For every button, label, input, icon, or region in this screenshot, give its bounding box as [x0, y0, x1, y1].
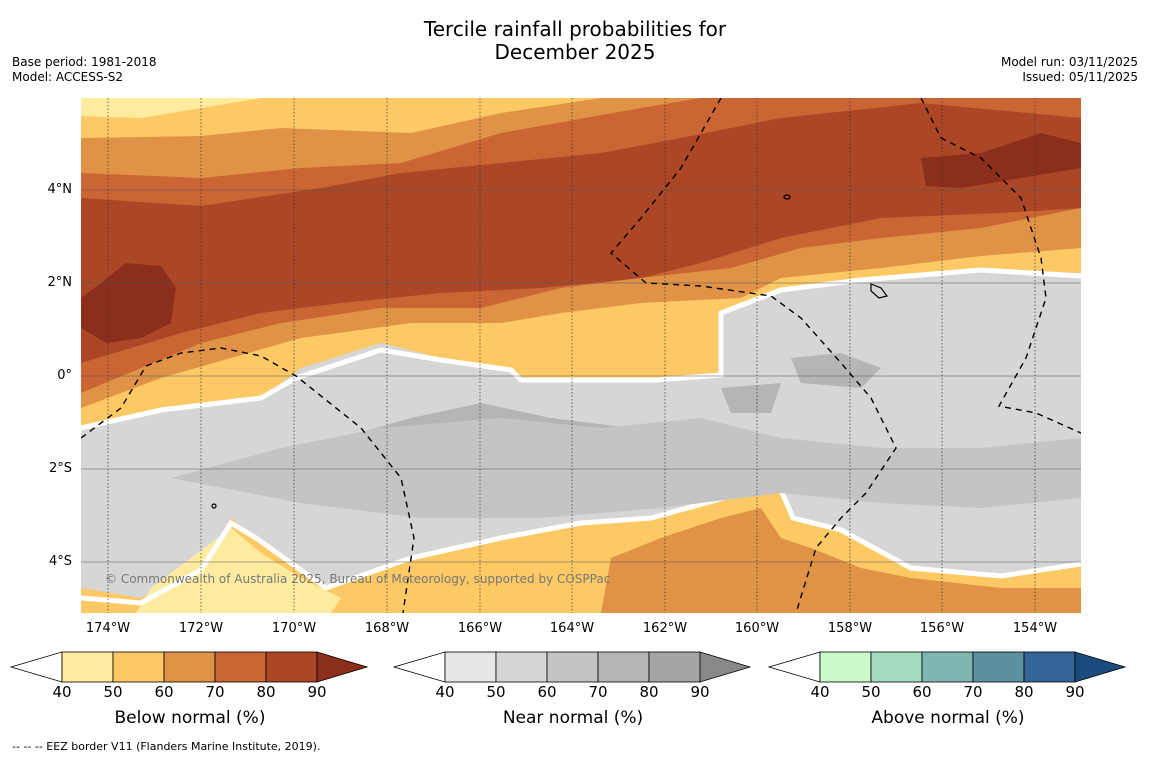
- lon-label-168w: 168°W: [364, 621, 410, 636]
- cb-near-tick: 50: [486, 683, 506, 701]
- cb-near-tick: 90: [690, 683, 710, 701]
- colorbar-extend-low: [10, 651, 63, 683]
- base-period: Base period: 1981-2018: [12, 55, 157, 69]
- lat-label-4s: 4°S: [48, 554, 72, 569]
- lon-label-174w: 174°W: [85, 621, 131, 636]
- latitude-gridlines: [81, 189, 1081, 563]
- colorbar-extend-high: [316, 651, 369, 683]
- colorbar-extend-low: [393, 651, 446, 683]
- cb-above-tick: 50: [861, 683, 881, 701]
- cb-below-tick: 60: [154, 683, 174, 701]
- lon-label-154w: 154°W: [1012, 621, 1058, 636]
- lon-label-158w: 158°W: [827, 621, 873, 636]
- near-60-patch: [171, 418, 1081, 518]
- cb-above-tick: 90: [1065, 683, 1085, 701]
- lon-label-156w: 156°W: [919, 621, 965, 636]
- colorbar-extend-high: [1074, 651, 1127, 683]
- copyright-text: © Commonwealth of Australia 2025, Bureau…: [105, 572, 611, 586]
- cb-near-tick: 80: [639, 683, 659, 701]
- colorbar-segment: [495, 651, 548, 683]
- lon-label-160w: 160°W: [734, 621, 780, 636]
- lon-label-172w: 172°W: [178, 621, 224, 636]
- issued-date: Issued: 05/11/2025: [1022, 70, 1138, 84]
- model-name: Model: ACCESS-S2: [12, 70, 124, 84]
- lon-label-170w: 170°W: [271, 621, 317, 636]
- colorbar-segment: [163, 651, 216, 683]
- lat-label-2n: 2°N: [47, 275, 73, 290]
- colorbar-segment: [870, 651, 923, 683]
- near-70-patch-3: [721, 383, 781, 413]
- below-40-patch: [81, 98, 261, 118]
- lat-label-4n: 4°N: [47, 182, 73, 197]
- colorbar-segment: [61, 651, 114, 683]
- below-80-region: [81, 103, 1081, 363]
- cb-below-tick: 70: [205, 683, 225, 701]
- cb-above-tick: 70: [963, 683, 983, 701]
- below-south-60: [601, 508, 1081, 613]
- colorbar-above-label: Above normal (%): [871, 708, 1025, 728]
- cb-below-tick: 80: [256, 683, 276, 701]
- model-run: Model run: 03/11/2025: [1000, 55, 1138, 69]
- colorbar-near-label: Near normal (%): [502, 708, 644, 728]
- colorbar-segment: [819, 651, 872, 683]
- colorbar-segment: [921, 651, 974, 683]
- lat-label-0: 0°: [57, 368, 72, 383]
- lat-label-2s: 2°S: [48, 461, 72, 476]
- colorbar-segment: [112, 651, 165, 683]
- colorbar-segment: [265, 651, 318, 683]
- tercile-boundary-north: [81, 267, 1081, 431]
- cb-above-tick: 40: [810, 683, 830, 701]
- eez-footnote: -- -- -- EEZ border V11 (Flanders Marine…: [12, 740, 321, 753]
- colorbar-segment: [597, 651, 650, 683]
- colorbar-segment: [214, 651, 267, 683]
- cb-above-tick: 80: [1014, 683, 1034, 701]
- colorbar-below-label: Below normal (%): [114, 708, 266, 728]
- near-70-patch-2: [791, 353, 881, 388]
- colorbar-above: [768, 651, 1127, 683]
- tercile-boundary-south: [81, 487, 1081, 606]
- lon-label-162w: 162°W: [642, 621, 688, 636]
- title-line-1: Tercile rainfall probabilities for: [423, 17, 727, 41]
- eez-border: [81, 98, 1081, 613]
- colorbar-segment: [648, 651, 701, 683]
- meta-right: Model run: 03/11/2025 Issued: 05/11/2025: [1001, 55, 1138, 85]
- colorbar-extend-low: [768, 651, 821, 683]
- cb-near-tick: 70: [588, 683, 608, 701]
- below-south-40: [136, 528, 341, 613]
- below-90-patch-east: [921, 133, 1081, 188]
- meta-left: Base period: 1981-2018 Model: ACCESS-S2: [12, 55, 157, 85]
- colorbar-below: [10, 651, 369, 683]
- cb-below-tick: 40: [52, 683, 72, 701]
- map-title: Tercile rainfall probabilities for Decem…: [375, 18, 775, 64]
- lon-label-166w: 166°W: [457, 621, 503, 636]
- colorbar-segment: [444, 651, 497, 683]
- colorbar-segment: [1023, 651, 1076, 683]
- cb-near-tick: 40: [435, 683, 455, 701]
- cb-above-tick: 60: [912, 683, 932, 701]
- map-panel: [81, 98, 1081, 613]
- rainfall-map: [81, 98, 1081, 613]
- colorbar-segment: [546, 651, 599, 683]
- lon-label-164w: 164°W: [549, 621, 595, 636]
- islands: [211, 194, 889, 509]
- colorbar-segment: [972, 651, 1025, 683]
- colorbar-extend-high: [699, 651, 752, 683]
- cb-below-tick: 90: [307, 683, 327, 701]
- cb-below-tick: 50: [103, 683, 123, 701]
- colorbar-near: [393, 651, 752, 683]
- title-line-2: December 2025: [494, 40, 656, 64]
- cb-near-tick: 60: [537, 683, 557, 701]
